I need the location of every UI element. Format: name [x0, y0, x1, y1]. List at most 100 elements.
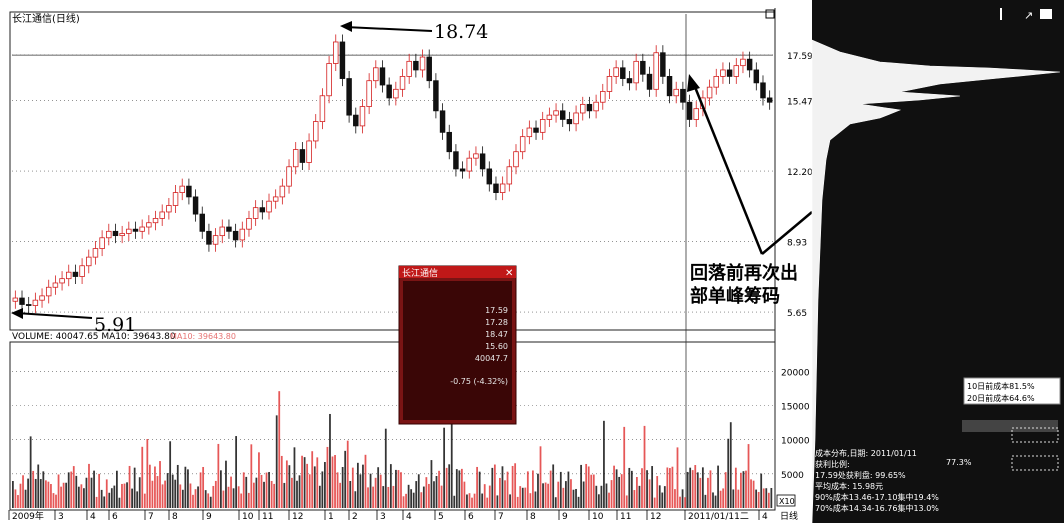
date-axis-label: 10 [242, 512, 254, 522]
volume-bar [597, 494, 600, 508]
volume-bar [405, 493, 407, 508]
volume-bar [209, 496, 212, 508]
candle-body [706, 86, 713, 99]
volume-bar [197, 486, 199, 508]
date-axis-label: 4 [406, 512, 412, 522]
volume-bar [717, 465, 719, 508]
volume-bar [283, 482, 286, 508]
volume-bar [483, 484, 486, 508]
volume-bar [85, 477, 88, 508]
volume-bar [608, 492, 610, 508]
volume-bar [148, 464, 151, 508]
quote-popup[interactable]: 长江通信 ✕ 17.59 17.28 18.47 15.60 40047.7 -0.75 … [398, 265, 517, 425]
volume-bar [585, 463, 588, 508]
volume-bar [110, 488, 113, 508]
volume-bar [270, 480, 273, 508]
volume-bar [250, 444, 253, 508]
volume-bar [747, 444, 750, 508]
candle-body [419, 56, 426, 71]
candle-body [459, 168, 466, 172]
volume-bar [506, 471, 509, 508]
volume-bar [70, 471, 73, 508]
volume-bar [572, 489, 575, 508]
volume-bar [280, 455, 283, 508]
timeframe-label[interactable]: 日线 [780, 510, 798, 522]
volume-bar [293, 447, 296, 508]
volume-bar [214, 480, 217, 508]
volume-tick-label: 10000 [781, 437, 810, 447]
volume-bar [595, 485, 598, 508]
volume-bar [529, 493, 532, 508]
date-axis-label: 3 [58, 512, 64, 522]
window-restore-icon[interactable] [765, 9, 775, 19]
volume-bar [435, 475, 438, 508]
volume-bar [699, 477, 702, 508]
volume-bar [760, 473, 763, 508]
volume-bar [252, 482, 255, 508]
candle-body [713, 76, 719, 88]
volume-bars [12, 391, 773, 508]
volume-bar [199, 472, 202, 508]
volume-bar [491, 467, 494, 508]
chip-toolbar[interactable]: ↗ [1000, 8, 1052, 22]
volume-bar [37, 464, 40, 508]
volume-bar [488, 485, 491, 508]
volume-bar [359, 474, 362, 508]
candle-body [486, 168, 493, 185]
window-icon[interactable] [1040, 9, 1052, 19]
volume-bar [463, 481, 466, 508]
volume-bar [344, 450, 347, 508]
volume-bar [407, 484, 410, 508]
volume-bar [458, 470, 461, 508]
volume-gridlines [12, 371, 773, 475]
candle-body [45, 286, 52, 297]
candle-body [25, 304, 32, 306]
volume-bar [389, 464, 392, 508]
volume-bar [245, 476, 248, 508]
candle-body [626, 78, 633, 84]
candle-body [553, 110, 559, 116]
volume-bar [42, 471, 45, 508]
volume-bar [724, 472, 727, 508]
volume-bar [265, 472, 268, 508]
volume-bar [620, 474, 623, 508]
candle-body [39, 295, 45, 301]
volume-bar [316, 457, 319, 508]
volume-bar [212, 485, 215, 508]
volume-bar [737, 489, 740, 508]
price-tick-label: 8.93 [787, 238, 807, 248]
volume-bar [450, 415, 453, 508]
volume-bar [285, 460, 288, 508]
volume-bar [557, 481, 560, 508]
candle-body [393, 88, 399, 99]
volume-bar [509, 494, 511, 508]
candle-body [179, 185, 185, 193]
volume-bar [395, 469, 397, 508]
volume-bar [311, 451, 314, 508]
volume-bar [24, 489, 27, 508]
volume-bar [95, 496, 98, 508]
volume-bar [118, 497, 121, 508]
volume-bar [174, 479, 177, 508]
volume-bar [181, 489, 184, 508]
volume-bar [296, 480, 298, 508]
volume-bar [166, 473, 169, 508]
volume-bar [105, 479, 108, 508]
date-axis-label: 5 [438, 512, 444, 522]
popup-value: 17.28 [485, 318, 508, 327]
close-icon[interactable]: ✕ [505, 268, 513, 279]
candle-body [246, 218, 252, 230]
volume-bar [478, 471, 481, 508]
volume-bar [62, 482, 65, 508]
cursor-icon[interactable]: ↗ [1024, 9, 1033, 22]
volume-bar [559, 471, 562, 508]
volume-bar [207, 493, 210, 508]
candle-body [52, 282, 59, 288]
candle-body [299, 149, 306, 163]
volume-bar [590, 474, 593, 508]
volume-bar [542, 483, 544, 508]
volume-tick-label: 5000 [781, 471, 804, 481]
volume-bar [331, 456, 334, 508]
candle-body [339, 41, 346, 79]
volume-bar [80, 484, 83, 508]
